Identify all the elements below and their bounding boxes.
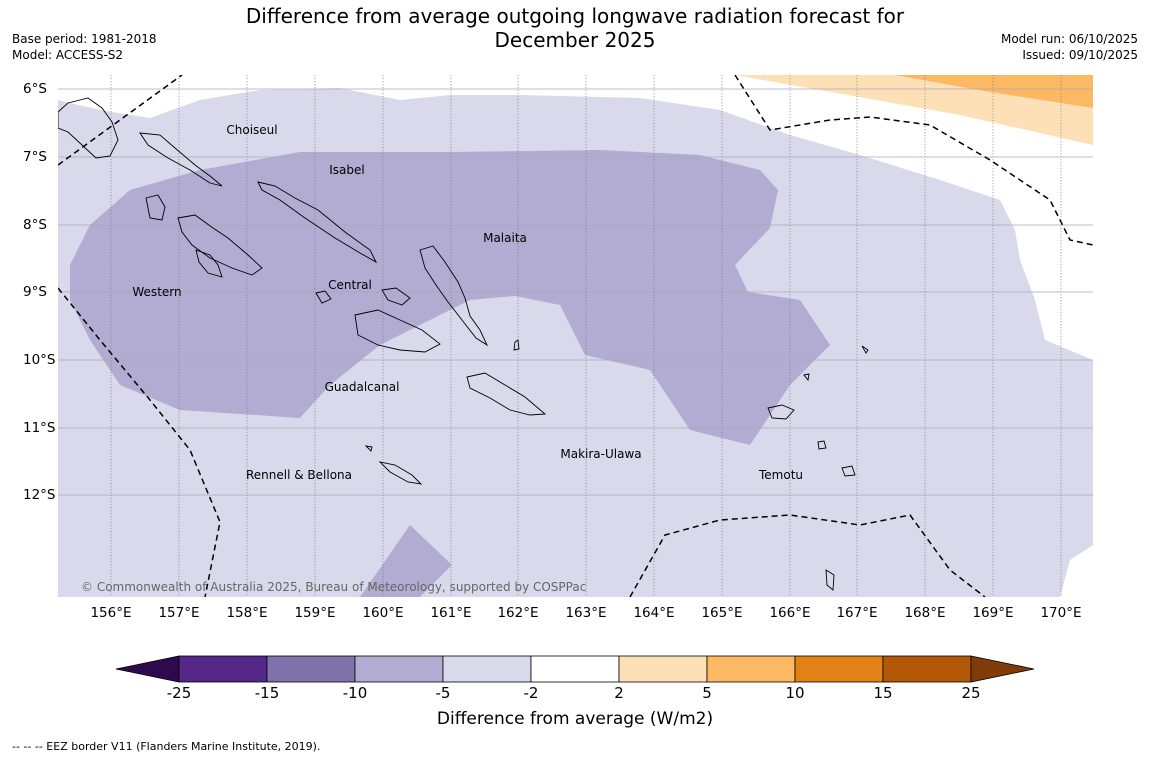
colorbar-tick: 25 — [961, 684, 981, 702]
colorbar-tick: -2 — [523, 684, 539, 702]
colorbar-tick: 2 — [614, 684, 624, 702]
colorbar-tick: -5 — [435, 684, 451, 702]
lat-label: 9°S — [23, 284, 47, 300]
place-label: Rennell & Bellona — [246, 468, 352, 482]
copyright-notice: © Commonwealth of Australia 2025, Bureau… — [81, 580, 587, 594]
map-title: Difference from average outgoing longwav… — [0, 4, 1150, 52]
colorbar-extend-low — [115, 655, 180, 683]
lon-label: 157°E — [158, 605, 200, 621]
map-area: Choiseul Isabel Malaita Western Central … — [58, 75, 1093, 597]
colorbar-title: Difference from average (W/m2) — [436, 709, 714, 729]
lon-label: 159°E — [294, 605, 336, 621]
lat-label: 7°S — [23, 149, 47, 165]
small-islet-b — [825, 569, 835, 591]
meta-left: Base period: 1981-2018 Model: ACCESS-S2 — [12, 31, 157, 63]
makira-island — [466, 372, 547, 416]
new-georgia-island — [177, 214, 263, 276]
colorbar-segment — [618, 655, 708, 683]
lon-label: 168°E — [904, 605, 946, 621]
guadalcanal-island — [354, 309, 441, 353]
olr-anomaly-orange — [895, 75, 1093, 108]
colorbar-tick: 5 — [702, 684, 712, 702]
lon-label: 166°E — [769, 605, 811, 621]
lon-label: 169°E — [972, 605, 1014, 621]
colorbar-segment — [530, 655, 620, 683]
rendova-island — [195, 249, 223, 278]
lat-label: 10°S — [23, 352, 56, 368]
colorbar-segment — [178, 655, 268, 683]
coastlines — [58, 97, 869, 591]
small-islet-a — [803, 373, 810, 382]
lon-label: 167°E — [836, 605, 878, 621]
lat-label: 6°S — [23, 81, 47, 97]
colorbar-segment — [266, 655, 356, 683]
lat-label: 12°S — [23, 487, 56, 503]
lat-label: 8°S — [23, 217, 47, 233]
place-label: Central — [328, 278, 372, 292]
utupua-island — [817, 440, 827, 450]
place-label: Choiseul — [226, 123, 277, 137]
longitude-gridlines — [110, 75, 1062, 597]
eez-legend-note: -- -- -- EEZ border V11 (Flanders Marine… — [12, 740, 321, 753]
colorbar-segment — [794, 655, 884, 683]
olr-anomaly-medium-purple — [70, 150, 830, 445]
colorbar — [115, 655, 1035, 683]
lon-label: 170°E — [1040, 605, 1082, 621]
colorbar-tick: 15 — [873, 684, 893, 702]
model-run-text: Model run: 06/10/2025 — [1000, 32, 1138, 46]
lon-label: 161°E — [430, 605, 472, 621]
small-islet-c — [861, 345, 869, 354]
lon-label: 165°E — [701, 605, 743, 621]
rennell-island — [378, 461, 423, 485]
lon-label: 164°E — [633, 605, 675, 621]
place-label: Temotu — [758, 468, 803, 482]
place-label: Malaita — [483, 231, 527, 245]
lon-label: 162°E — [497, 605, 539, 621]
issued-text: Issued: 09/10/2025 — [1022, 48, 1138, 62]
base-period-text: Base period: 1981-2018 — [12, 32, 157, 46]
sikaiana-atoll — [513, 339, 520, 351]
russell-islands — [315, 290, 332, 304]
lat-label: 11°S — [23, 420, 56, 436]
choiseul-island — [139, 132, 223, 187]
place-label: Guadalcanal — [325, 380, 400, 394]
colorbar-segment — [442, 655, 532, 683]
colorbar-tick: -15 — [254, 684, 280, 702]
colorbar-tick: -25 — [166, 684, 192, 702]
florida-islands — [381, 287, 411, 306]
colorbar-segment — [706, 655, 796, 683]
colorbar-tick: -10 — [342, 684, 368, 702]
colorbar-segment — [882, 655, 972, 683]
isabel-island — [257, 181, 378, 264]
small-islet-d — [364, 445, 373, 452]
place-label: Western — [132, 285, 181, 299]
meta-right: Model run: 06/10/2025 Issued: 09/10/2025 — [1001, 31, 1138, 63]
model-text: Model: ACCESS-S2 — [12, 48, 124, 62]
lon-label: 158°E — [226, 605, 268, 621]
malaita-island — [419, 245, 489, 347]
lon-label: 163°E — [565, 605, 607, 621]
santa-cruz-island — [767, 404, 795, 420]
title-line-1: Difference from average outgoing longwav… — [245, 4, 905, 28]
vella-lavella-island — [145, 194, 166, 221]
eez-border — [58, 75, 1093, 597]
bougainville-island — [58, 97, 119, 159]
colorbar-extend-high — [970, 655, 1035, 683]
colorbar-segment — [354, 655, 444, 683]
latitude-gridlines — [58, 88, 1093, 496]
lon-label: 160°E — [362, 605, 404, 621]
colorbar-tick: 10 — [785, 684, 805, 702]
place-label: Makira-Ulawa — [560, 447, 641, 461]
place-label: Isabel — [329, 163, 364, 177]
vanikoro-island — [841, 465, 856, 477]
lon-label: 156°E — [90, 605, 132, 621]
title-line-2: December 2025 — [494, 28, 656, 52]
